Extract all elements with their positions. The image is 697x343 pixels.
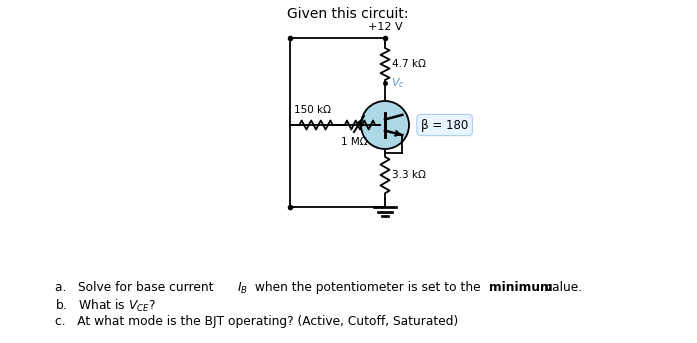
Text: +12 V: +12 V: [368, 22, 402, 32]
Text: value.: value.: [541, 281, 582, 294]
Text: c.   At what mode is the BJT operating? (Active, Cutoff, Saturated): c. At what mode is the BJT operating? (A…: [55, 315, 458, 328]
Text: 1 MΩ: 1 MΩ: [341, 137, 367, 147]
Text: 3.3 kΩ: 3.3 kΩ: [392, 170, 426, 180]
Text: Given this circuit:: Given this circuit:: [287, 7, 408, 21]
Text: 4.7 kΩ: 4.7 kΩ: [392, 59, 426, 69]
Text: $\mathit{V_c}$: $\mathit{V_c}$: [391, 76, 405, 90]
Text: when the potentiometer is set to the: when the potentiometer is set to the: [251, 281, 484, 294]
Circle shape: [361, 101, 409, 149]
Text: minimum: minimum: [489, 281, 553, 294]
Text: b.   What is $V_{CE}$?: b. What is $V_{CE}$?: [55, 298, 156, 314]
Text: 150 kΩ: 150 kΩ: [294, 105, 331, 115]
Text: a.   Solve for base current: a. Solve for base current: [55, 281, 217, 294]
Text: β = 180: β = 180: [421, 118, 468, 131]
Text: $I_B$: $I_B$: [237, 281, 248, 296]
